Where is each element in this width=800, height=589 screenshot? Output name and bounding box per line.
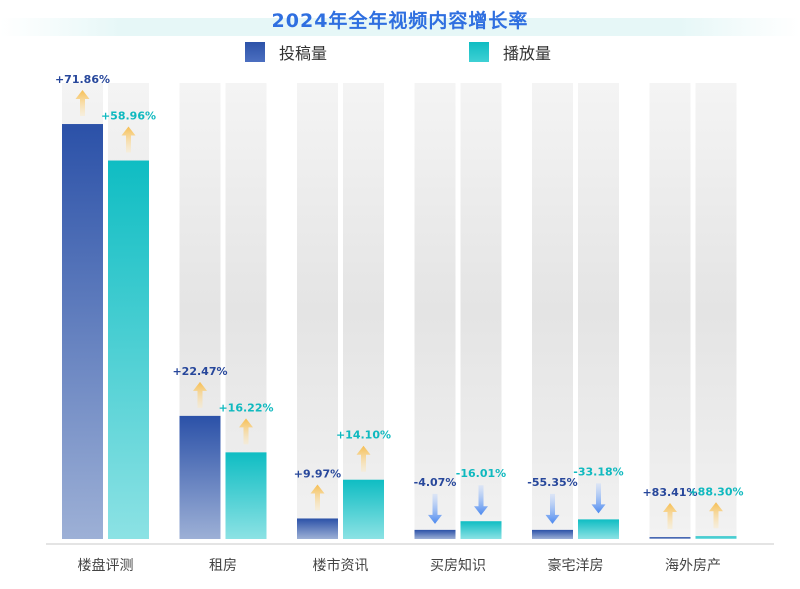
x-tick-label-cat5: 豪宅洋房 [548,558,604,574]
bar-track-submissions-cat4 [414,83,456,539]
data-label-submissions-cat5: -55.35% [527,476,577,489]
arrow-down-submissions-cat5 [545,493,560,524]
arrow-up-submissions-cat1 [75,90,90,117]
data-label-submissions-cat4: -4.07% [414,476,457,489]
bar-plays-cat5 [578,519,619,539]
bar-plays-cat3 [343,479,384,539]
data-label-plays-cat1: +58.96% [101,110,156,123]
arrow-up-submissions-cat6 [663,503,677,529]
data-label-submissions-cat2: +22.47% [172,365,227,378]
arrow-down-plays-cat4 [474,485,488,516]
x-tick-label-cat3: 楼市资讯 [313,557,369,574]
bar-track-plays-cat5 [578,83,619,539]
x-tick-label-cat4: 买房知识 [430,557,486,574]
bar-submissions-cat2 [179,415,221,539]
arrow-up-plays-cat3 [356,445,371,472]
arrow-up-submissions-cat2 [193,381,207,408]
arrow-down-plays-cat5 [591,483,606,514]
bar-track-plays-cat6 [695,83,737,539]
bar-plays-cat6 [695,536,737,539]
data-label-submissions-cat6: +83.41% [642,486,697,499]
x-tick-label-cat1: 楼盘评测 [78,557,134,574]
bar-submissions-cat3 [297,518,338,539]
x-tick-label-cat2: 租房 [209,558,237,574]
arrow-up-plays-cat1 [121,126,136,153]
bar-plays-cat1 [108,160,149,539]
arrow-up-submissions-cat3 [310,484,325,511]
legend-label-plays: 播放量 [503,44,552,63]
data-label-plays-cat4: -16.01% [456,467,506,480]
bar-submissions-cat5 [532,529,573,539]
data-label-plays-cat6: +88.30% [688,485,743,498]
bar-track-submissions-cat3 [297,83,338,539]
data-label-submissions-cat3: +9.97% [294,467,341,480]
x-tick-label-cat6: 海外房产 [665,558,721,574]
arrow-down-submissions-cat4 [428,493,442,524]
bar-plays-cat4 [460,521,502,539]
legend-swatch-submissions [245,42,265,62]
bar-submissions-cat1 [62,124,103,539]
bar-submissions-cat4 [414,529,456,539]
data-label-plays-cat3: +14.10% [336,429,391,442]
title-banner [0,0,800,38]
data-label-plays-cat5: -33.18% [573,465,623,478]
data-label-plays-cat2: +16.22% [218,401,273,414]
legend-item-plays: 播放量 [469,40,551,64]
bar-track-submissions-cat5 [532,83,573,539]
legend-swatch-plays [469,42,489,62]
chart-title: 2024年全年视频内容增长率 [271,10,529,32]
legend-label-submissions: 投稿量 [279,44,328,63]
arrow-up-plays-cat6 [709,502,723,529]
bar-track-submissions-cat6 [649,83,691,539]
arrow-up-plays-cat2 [239,418,253,445]
bar-submissions-cat6 [649,537,691,539]
bar-plays-cat2 [225,452,267,539]
data-label-submissions-cat1: +71.86% [55,73,110,86]
bar-track-plays-cat4 [460,83,502,539]
legend-item-submissions: 投稿量 [245,40,327,64]
